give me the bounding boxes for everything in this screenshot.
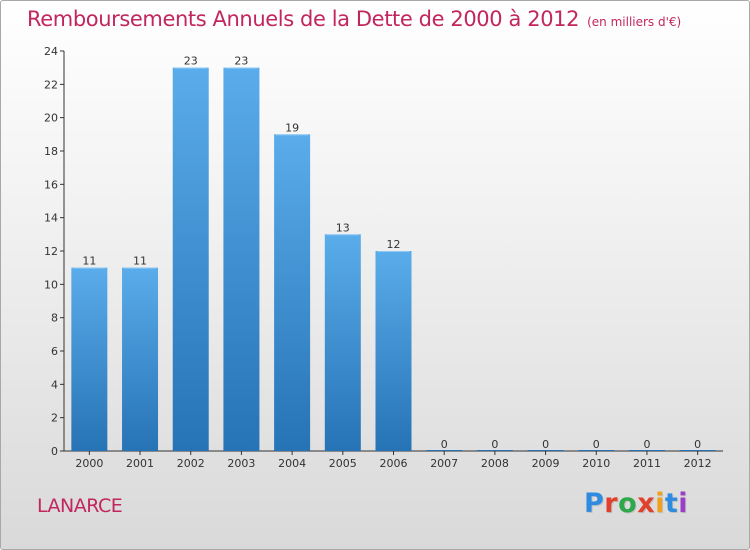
data-labels: 11 11 23 23 19 13 12 0 0 0 0 0 0: [82, 55, 701, 451]
chart-title: Remboursements Annuels de la Dette de 20…: [27, 7, 681, 31]
x-tick-label: 2003: [227, 457, 255, 470]
y-tick-label: 6: [51, 345, 58, 358]
data-label: 23: [184, 55, 198, 68]
bars: [71, 67, 716, 452]
data-label: 0: [491, 438, 498, 451]
bar: [679, 450, 716, 451]
logo-letter: i: [655, 488, 665, 519]
x-tick-label: 2006: [380, 457, 408, 470]
x-tick-label: 2009: [532, 457, 560, 470]
data-label: 11: [82, 255, 96, 268]
x-axis: 2000 2001 2002 2003 2004 2005 2006 2007 2008 2009…: [64, 450, 723, 470]
y-tick-label: 16: [44, 178, 58, 191]
bar: [527, 450, 564, 451]
bar: [426, 450, 463, 451]
y-tick-label: 2: [51, 412, 58, 425]
data-label: 11: [133, 255, 147, 268]
x-tick-label: 2004: [278, 457, 306, 470]
y-tick-label: 18: [44, 145, 58, 158]
data-label: 0: [694, 438, 701, 451]
bar: [578, 450, 615, 451]
x-tick-label: 2010: [582, 457, 610, 470]
y-tick-label: 12: [44, 245, 58, 258]
x-tick-label: 2001: [126, 457, 154, 470]
x-tick-label: 2000: [75, 457, 103, 470]
x-tick-label: 2002: [177, 457, 205, 470]
data-label: 13: [336, 221, 350, 234]
bar: [172, 67, 209, 452]
x-tick-label: 2008: [481, 457, 509, 470]
logo-letter: o: [618, 488, 638, 519]
x-tick-label: 2007: [430, 457, 458, 470]
logo-letter: P: [584, 488, 605, 519]
bar: [223, 67, 260, 452]
data-label: 12: [387, 238, 401, 251]
bar: [375, 251, 412, 451]
y-tick-label: 20: [44, 112, 58, 125]
data-label: 0: [542, 438, 549, 451]
y-tick-label: 10: [44, 278, 58, 291]
data-label: 23: [234, 55, 248, 68]
chart-subtitle: (en milliers d'€): [587, 15, 682, 29]
logo-letter: r: [604, 488, 619, 519]
y-tick-label: 8: [51, 312, 58, 325]
logo-letter: x: [637, 488, 656, 519]
y-tick-label: 0: [51, 445, 58, 458]
logo-letter: i: [678, 488, 689, 519]
y-tick-label: 22: [44, 78, 58, 91]
y-tick-label: 4: [51, 378, 58, 391]
proxiti-logo[interactable]: Proxiti: [584, 488, 688, 519]
bar: [628, 450, 665, 451]
chart-title-text: Remboursements Annuels de la Dette de 20…: [27, 7, 580, 31]
data-label: 0: [441, 438, 448, 451]
data-label: 0: [643, 438, 650, 451]
commune-name: LANARCE: [37, 495, 123, 517]
bar: [476, 450, 513, 451]
bar: [274, 134, 311, 452]
bar: [71, 267, 108, 451]
y-tick-label: 24: [44, 45, 58, 58]
x-tick-label: 2011: [633, 457, 661, 470]
data-label: 0: [593, 438, 600, 451]
bar: [324, 234, 361, 451]
logo-letter: t: [664, 488, 679, 519]
y-tick-label: 14: [44, 212, 58, 225]
x-tick-label: 2012: [684, 457, 712, 470]
bar: [122, 267, 159, 451]
x-tick-label: 2005: [329, 457, 357, 470]
data-label: 19: [285, 121, 299, 134]
